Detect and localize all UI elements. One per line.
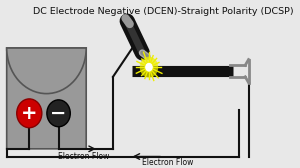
Text: Electron Flow: Electron Flow [142, 158, 193, 167]
Text: −: − [50, 104, 67, 123]
Text: +: + [21, 104, 38, 123]
Text: DC Electrode Negative (DCEN)-Straight Polarity (DCSP): DC Electrode Negative (DCEN)-Straight Po… [33, 7, 293, 16]
Circle shape [145, 62, 153, 72]
Circle shape [47, 100, 70, 127]
Text: Electron Flow: Electron Flow [58, 152, 110, 161]
Circle shape [140, 57, 158, 78]
Wedge shape [7, 48, 86, 94]
FancyBboxPatch shape [7, 48, 86, 149]
Circle shape [17, 99, 42, 128]
